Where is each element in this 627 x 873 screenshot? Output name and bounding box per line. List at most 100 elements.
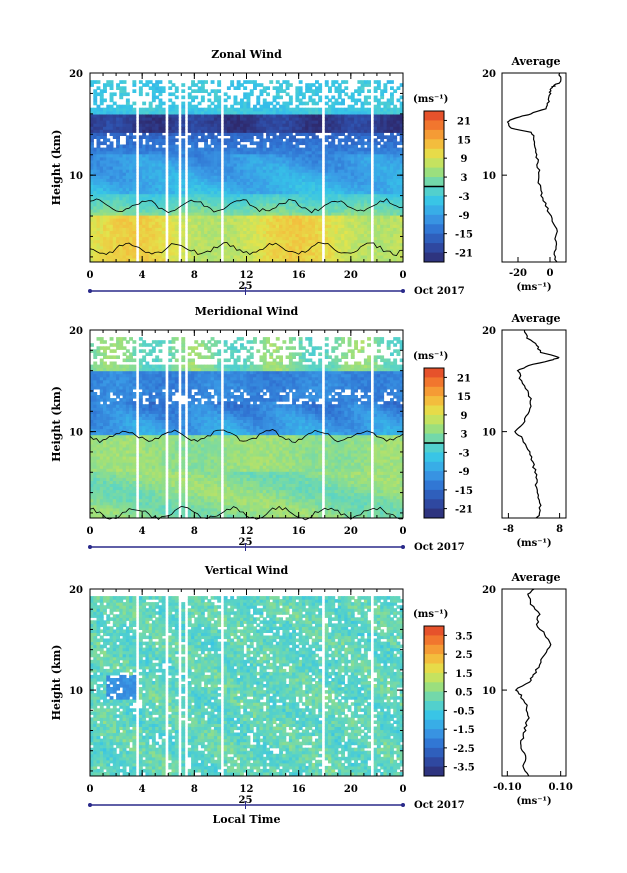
heatmap-cell [106,190,111,195]
heatmap-cell [308,187,313,192]
heatmap-cell [380,126,385,130]
heatmap-cell [275,190,280,195]
heatmap-cell [129,135,133,139]
heatmap-cell [334,196,339,201]
heatmap-cell [129,144,133,149]
heatmap-cell [393,89,398,93]
heatmap-cell [148,233,153,238]
heatmap-cell [376,224,381,228]
heatmap-cell [132,254,137,259]
heatmap-cell [217,205,222,210]
heatmap-cell [396,202,401,207]
heatmap-cell [217,172,222,176]
heatmap-cell [103,257,107,262]
heatmap-cell [334,120,339,124]
heatmap-cell [393,181,398,185]
heatmap-cell [256,245,261,250]
heatmap-cell [109,196,114,201]
heatmap-cell [161,251,166,256]
heatmap-cell [197,227,202,231]
heatmap-cell [272,248,277,253]
heatmap-cell [103,196,107,201]
heatmap-cell [331,196,336,201]
heatmap-cell [109,144,114,149]
heatmap-cell [125,187,130,192]
heatmap-cell [187,205,192,210]
heatmap-cell [155,169,160,173]
heatmap-cell [116,211,120,216]
heatmap-cell [213,208,218,213]
heatmap-cell [119,178,124,182]
heatmap-cell [210,175,215,179]
heatmap-cell [347,242,352,247]
heatmap-cell [315,92,319,97]
heatmap-cell [315,126,319,130]
heatmap-cell [337,205,342,210]
heatmap-cell [109,236,114,241]
heatmap-cell [119,86,124,90]
heatmap-cell [272,224,277,228]
heatmap-cell [272,181,277,185]
heatmap-cell [272,202,277,207]
heatmap-cell [132,187,137,192]
heatmap-cell [246,101,251,106]
heatmap-cell [376,150,381,155]
heatmap-cell [311,159,316,164]
heatmap-cell [308,95,313,100]
heatmap-cell [223,187,228,192]
heatmap-cell [191,208,195,213]
heatmap-cell [282,248,287,253]
heatmap-cell [393,242,398,247]
heatmap-cell [106,80,111,84]
heatmap-cell [259,224,264,228]
heatmap-cell [112,215,117,219]
heatmap-cell [354,233,358,238]
heatmap-cell [259,132,264,136]
heatmap-cell [223,92,228,97]
heatmap-cell [93,501,98,506]
heatmap-cell [272,113,277,118]
heatmap-cell [367,175,371,179]
heatmap-cell [262,184,267,189]
heatmap-cell [383,254,388,259]
heatmap-cell [158,98,163,103]
heatmap-cell [96,166,101,170]
heatmap-cell [383,227,388,231]
heatmap-cell [292,196,296,201]
heatmap-cell [318,110,323,115]
heatmap-cell [328,248,332,253]
heatmap-cell [390,187,394,192]
heatmap-cell [93,355,98,359]
heatmap-cell [197,239,202,244]
heatmap-cell [331,211,336,216]
heatmap-cell [266,239,270,244]
heatmap-cell [223,132,228,136]
heatmap-cell [376,248,381,253]
heatmap-cell [191,147,195,152]
heatmap-cell [253,227,257,231]
heatmap-cell [194,95,199,100]
heatmap-cell [393,147,398,152]
heatmap-cell [344,135,349,139]
heatmap-cell [213,166,218,170]
heatmap-cell [269,199,274,204]
heatmap-cell [308,113,313,118]
heatmap-cell [256,169,261,173]
heatmap-cell [151,254,156,259]
heatmap-cell [223,162,228,167]
heatmap-cell [223,245,228,250]
heatmap-cell [122,129,127,133]
heatmap-cell [145,233,150,238]
heatmap-cell [93,181,98,185]
heatmap-cell [331,202,336,207]
heatmap-cell [106,175,111,179]
heatmap-cell [145,193,150,198]
heatmap-cell [386,120,391,124]
heatmap-cell [383,187,388,192]
heatmap-cell [181,233,186,238]
heatmap-cell [93,471,98,475]
heatmap-cell [262,89,267,93]
heatmap-cell [168,126,173,130]
date-label: Oct 2017 [414,286,465,297]
heatmap-cell [350,129,355,133]
